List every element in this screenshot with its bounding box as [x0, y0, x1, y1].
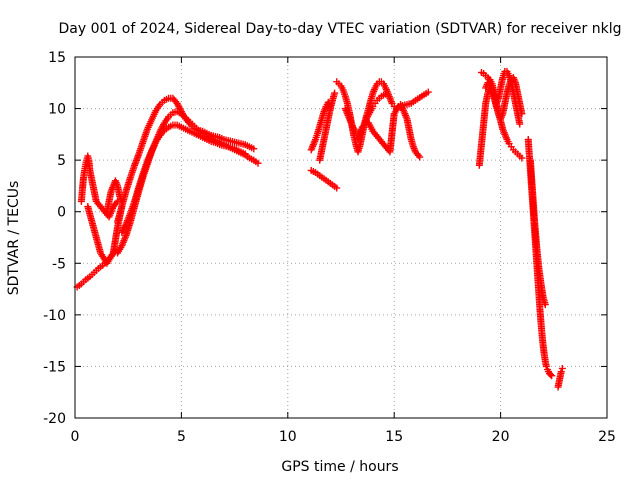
data-point	[333, 184, 341, 192]
data-point	[250, 145, 258, 153]
data-point	[541, 301, 549, 309]
data-point	[547, 371, 555, 379]
data-point	[331, 89, 339, 97]
data-point	[518, 110, 526, 118]
y-tick-label: -15	[43, 359, 66, 375]
data-point	[548, 372, 556, 380]
x-tick-label: 25	[598, 429, 616, 445]
y-tick-label: 5	[57, 153, 66, 169]
x-tick-label: 20	[492, 429, 510, 445]
x-tick-label: 5	[177, 429, 186, 445]
x-tick-label: 0	[71, 429, 80, 445]
data-point	[516, 120, 524, 128]
y-tick-label: 0	[57, 205, 66, 221]
data-point	[424, 88, 432, 96]
y-tick-label: -20	[43, 411, 66, 427]
data-point	[557, 368, 565, 376]
data-point	[518, 154, 526, 162]
y-axis-label: SDTVAR / TECUs	[6, 181, 22, 296]
data-point	[542, 362, 550, 370]
x-tick-label: 10	[279, 429, 297, 445]
data-point	[416, 153, 424, 161]
x-axis-label: GPS time / hours	[281, 459, 398, 475]
y-tick-label: -5	[52, 256, 66, 272]
y-tick-label: 15	[48, 50, 66, 66]
data-point	[254, 159, 262, 167]
data-point	[241, 150, 249, 158]
axis-ticks	[74, 56, 608, 419]
data-point	[382, 90, 390, 98]
tick-labels: 0 5 10 15 20 25 -20 -15 -10 -5 0 5 10 15	[43, 50, 616, 445]
data-points	[73, 67, 566, 391]
data-point	[558, 364, 566, 372]
plot-frame	[74, 56, 608, 419]
y-tick-label: 10	[48, 102, 66, 118]
y-tick-label: -10	[43, 308, 66, 324]
x-tick-label: 15	[385, 429, 403, 445]
chart-title: Day 001 of 2024, Sidereal Day-to-day VTE…	[59, 21, 622, 37]
